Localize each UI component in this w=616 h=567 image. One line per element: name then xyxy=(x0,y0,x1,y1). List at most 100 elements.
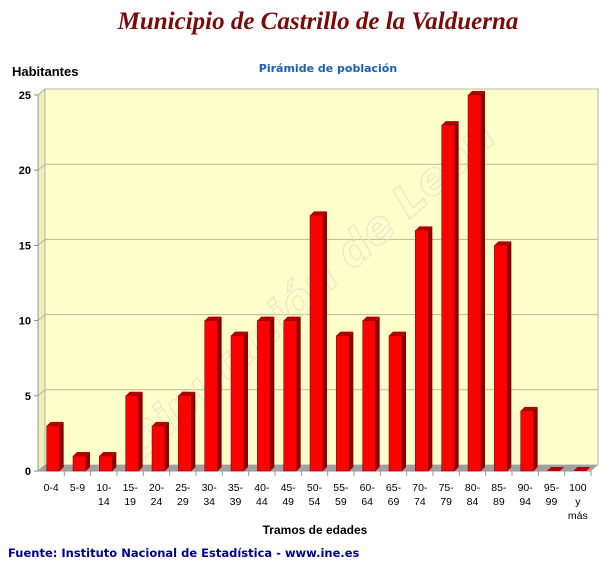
chart-title: Pirámide de población xyxy=(258,62,398,75)
bar-side xyxy=(138,391,143,471)
bar-side xyxy=(296,316,301,471)
bar-top xyxy=(441,121,459,126)
bar-top xyxy=(46,421,64,426)
x-tick-label: 75-79 xyxy=(439,482,455,508)
bar-top xyxy=(73,451,90,456)
bar-side xyxy=(533,406,538,471)
bar-35-39 xyxy=(230,331,248,472)
bar-side xyxy=(112,451,117,471)
gridline-side xyxy=(37,314,46,321)
x-tick-label: 15-19 xyxy=(123,482,139,508)
bar-5-9 xyxy=(72,451,90,472)
bar-top xyxy=(547,467,564,471)
gridline-side xyxy=(37,389,46,397)
bar-100 y más xyxy=(573,467,591,471)
bar-front xyxy=(178,395,192,472)
x-tick-label: 90-94 xyxy=(518,482,534,508)
bar-top xyxy=(494,241,512,246)
bar-top xyxy=(415,226,433,231)
x-tick-label: 65-69 xyxy=(386,482,402,508)
bar-front xyxy=(283,320,297,472)
gridline-side xyxy=(37,163,46,171)
bar-25-29 xyxy=(178,391,196,472)
x-tick-label: 20-24 xyxy=(149,482,165,508)
x-tick-label: 25-29 xyxy=(175,482,191,508)
bar-front xyxy=(494,245,508,472)
bar-side xyxy=(507,241,512,471)
x-axis-label: Tramos de edades xyxy=(262,523,368,537)
bar-top xyxy=(178,391,196,396)
bar-side xyxy=(217,316,222,471)
x-tick-label: 0-4 xyxy=(44,482,59,494)
bar-front xyxy=(125,395,139,472)
bar-15-19 xyxy=(125,391,143,472)
x-tick-label: 55-59 xyxy=(333,482,349,508)
bar-front xyxy=(336,335,350,472)
x-tick-label: 100 y más xyxy=(568,482,588,522)
bar-side xyxy=(454,121,459,471)
bar-60-64 xyxy=(362,316,380,472)
bar-50-54 xyxy=(309,211,327,472)
bar-side xyxy=(86,451,90,471)
bar-front xyxy=(257,320,271,472)
bar-75-79 xyxy=(441,121,459,472)
bar-side xyxy=(323,211,327,471)
bar-80-84 xyxy=(467,91,485,472)
bar-side xyxy=(191,391,196,471)
bar-side xyxy=(428,226,433,471)
bar-40-44 xyxy=(257,316,275,472)
plot-side-wall xyxy=(37,87,46,473)
bar-side xyxy=(165,421,169,471)
bar-85-89 xyxy=(494,241,512,472)
bar-top xyxy=(310,211,327,216)
bar-top xyxy=(336,331,354,336)
bar-side xyxy=(244,331,248,471)
bar-top xyxy=(99,451,117,456)
main-title: Municipio de Castrillo de la Valduerna xyxy=(117,8,519,35)
bar-front xyxy=(230,335,245,472)
bar-front xyxy=(362,320,376,472)
bar-70-74 xyxy=(415,226,433,472)
bar-front xyxy=(204,320,218,472)
x-tick-label: 95-99 xyxy=(544,482,560,508)
bar-top xyxy=(204,316,222,321)
bar-top xyxy=(520,406,538,411)
bar-55-59 xyxy=(336,331,354,472)
gridline-side xyxy=(37,88,46,96)
bar-front xyxy=(467,94,482,472)
bar-top xyxy=(468,91,485,95)
x-tick-label: 85-89 xyxy=(491,482,507,508)
y-axis-label: Habitantes xyxy=(12,64,79,79)
bar-front xyxy=(46,425,60,472)
bar-65-69 xyxy=(388,331,406,472)
x-tick-label: 45-49 xyxy=(281,482,297,508)
y-tick-label: 20 xyxy=(19,165,31,177)
bar-front xyxy=(72,455,87,472)
bar-top xyxy=(573,467,591,471)
bar-95-99 xyxy=(547,467,564,471)
y-tick-label: 0 xyxy=(25,466,31,478)
x-tick-label: 5-9 xyxy=(70,482,85,494)
x-tick-label: 35-39 xyxy=(228,482,244,508)
bar-top xyxy=(283,316,301,321)
x-tick-label: 70-74 xyxy=(412,482,428,508)
bar-side xyxy=(402,331,406,471)
bar-side xyxy=(59,421,64,471)
bar-front xyxy=(151,425,166,472)
x-tick-label: 60-64 xyxy=(360,482,376,508)
bar-top xyxy=(362,316,380,321)
x-tick-label: 50-54 xyxy=(307,482,323,508)
bar-front xyxy=(309,215,324,472)
bar-front xyxy=(99,455,113,472)
y-tick-label: 15 xyxy=(19,240,31,252)
y-tick-label: 25 xyxy=(19,90,31,102)
bar-top xyxy=(389,331,406,336)
x-tick-label: 40-44 xyxy=(254,482,270,508)
bar-front xyxy=(441,124,455,472)
bar-top xyxy=(231,331,248,336)
x-tick-label: 10-14 xyxy=(96,482,112,508)
bar-side xyxy=(481,91,485,471)
bar-top xyxy=(257,316,275,321)
bar-30-34 xyxy=(204,316,222,472)
